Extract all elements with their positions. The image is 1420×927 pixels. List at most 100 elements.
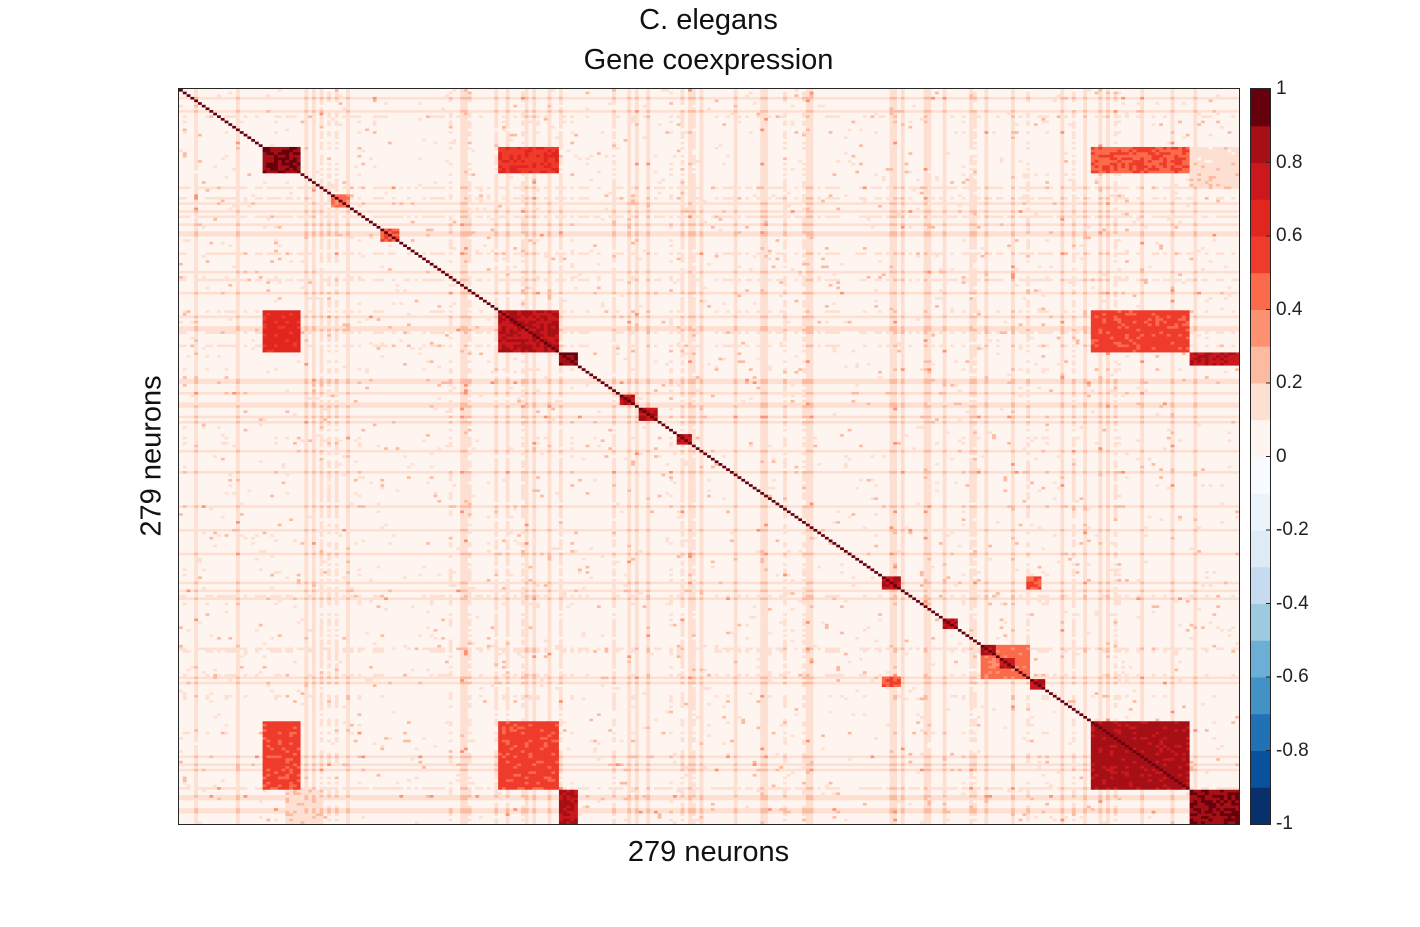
heatmap-cell — [194, 218, 199, 222]
heatmap-cell — [1113, 99, 1118, 103]
heatmap-cell — [802, 120, 814, 124]
heatmap-cell — [1193, 133, 1198, 137]
heatmap-cell — [1151, 123, 1156, 127]
heatmap-cell — [551, 141, 560, 145]
heatmap-cell — [1170, 146, 1179, 150]
heatmap-cell — [942, 94, 947, 98]
heatmap-cell — [349, 120, 358, 124]
heatmap-cell — [813, 149, 890, 153]
heatmap-cell — [745, 215, 761, 219]
heatmap-cell — [1087, 139, 1099, 143]
heatmap-cell — [1113, 120, 1122, 124]
heatmap-cell — [767, 157, 784, 161]
heatmap-cell — [1193, 218, 1198, 222]
heatmap-cell — [532, 99, 537, 103]
heatmap-cell — [1014, 207, 1027, 211]
heatmap-cell — [813, 162, 852, 166]
heatmap-cell — [646, 183, 651, 187]
heatmap-cell — [1182, 149, 1191, 153]
heatmap-cell — [988, 191, 1012, 195]
heatmap-cell — [733, 96, 738, 100]
heatmap-cell — [1197, 89, 1240, 93]
heatmap-cell — [536, 115, 541, 119]
heatmap-cell — [532, 96, 537, 100]
heatmap-cell — [1098, 141, 1103, 145]
heatmap-cell — [897, 194, 902, 198]
heatmap-cell — [198, 117, 222, 122]
heatmap-cell — [1098, 183, 1103, 187]
heatmap-cell — [627, 199, 632, 203]
heatmap-cell — [239, 99, 305, 103]
heatmap-cell — [897, 183, 902, 187]
heatmap-cell — [969, 89, 974, 93]
heatmap-cell — [1166, 115, 1172, 119]
heatmap-cell — [1060, 199, 1065, 203]
heatmap-cell — [627, 152, 632, 156]
heatmap-cell — [460, 102, 469, 106]
heatmap-cell — [414, 220, 453, 224]
heatmap-cell — [365, 218, 370, 222]
heatmap-cell — [334, 96, 339, 100]
heatmap-cell — [395, 186, 400, 190]
heatmap-cell — [330, 133, 336, 137]
heatmap-cell — [467, 141, 472, 145]
heatmap-cell — [767, 220, 784, 224]
heatmap-cell — [346, 112, 351, 116]
heatmap-cell — [1094, 162, 1111, 166]
heatmap-cell — [536, 173, 548, 177]
heatmap-cell — [577, 197, 590, 201]
heatmap-cell — [897, 115, 902, 119]
heatmap-cell — [349, 194, 355, 198]
heatmap-cell — [631, 112, 636, 116]
heatmap-cell — [935, 197, 940, 201]
heatmap-cell — [615, 144, 628, 148]
heatmap-cell — [790, 204, 807, 208]
heatmap-cell — [486, 197, 491, 201]
heatmap-cell — [585, 115, 590, 119]
heatmap-cell — [198, 136, 237, 140]
heatmap-cell — [501, 165, 510, 169]
heatmap-cell — [646, 152, 651, 156]
heatmap-cell — [262, 162, 267, 166]
heatmap-cell — [1106, 207, 1111, 211]
heatmap-cell — [631, 212, 636, 216]
heatmap-cell — [1102, 128, 1107, 132]
heatmap-cell — [885, 197, 894, 201]
heatmap-cell — [805, 175, 814, 179]
heatmap-cell — [319, 220, 324, 224]
heatmap-cell — [794, 131, 799, 135]
heatmap-cell — [330, 194, 336, 198]
heatmap-cell — [737, 199, 761, 203]
heatmap-cell — [699, 175, 704, 179]
heatmap-cell — [1144, 170, 1149, 174]
heatmap-cell — [239, 170, 263, 174]
heatmap-cell — [319, 89, 324, 93]
heatmap-cell — [612, 197, 621, 201]
heatmap-cell — [767, 125, 807, 129]
heatmap-cell — [1087, 178, 1096, 182]
heatmap-cell — [1071, 168, 1077, 172]
heatmap-cell — [733, 125, 738, 129]
heatmap-cell — [574, 197, 579, 201]
heatmap-cell — [946, 99, 970, 103]
heatmap-cell — [904, 117, 921, 122]
heatmap-cell — [1098, 102, 1103, 106]
heatmap-cell — [783, 96, 788, 100]
heatmap-cell — [319, 94, 324, 98]
heatmap-cell — [266, 186, 294, 190]
heatmap-cell — [783, 218, 788, 222]
heatmap-cell — [330, 96, 336, 100]
heatmap-cell — [562, 94, 613, 98]
heatmap-cell — [342, 186, 351, 190]
heatmap-cell — [494, 139, 499, 143]
heatmap-cell — [669, 194, 674, 198]
heatmap-cell — [612, 154, 617, 158]
heatmap-cell — [262, 197, 267, 201]
heatmap-cell — [308, 131, 313, 135]
heatmap-cell — [1030, 146, 1061, 150]
heatmap-cell — [509, 133, 518, 137]
heatmap-cell — [1014, 102, 1061, 106]
heatmap-cell — [315, 133, 320, 137]
heatmap-cell — [346, 181, 351, 185]
heatmap-cell — [422, 215, 446, 219]
